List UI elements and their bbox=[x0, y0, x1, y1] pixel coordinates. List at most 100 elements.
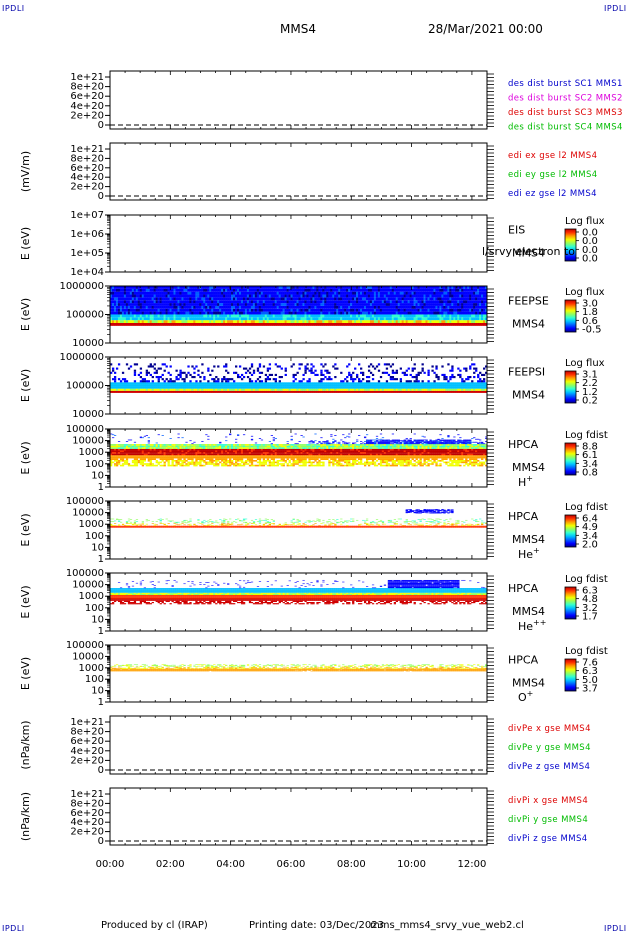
spectrogram-cell bbox=[250, 311, 254, 315]
spectrogram-cell bbox=[397, 297, 400, 301]
spectrogram-cell bbox=[240, 317, 244, 321]
spectrogram-cell bbox=[145, 450, 148, 453]
spectrogram-cell bbox=[260, 320, 264, 323]
spectrogram-cell bbox=[280, 390, 283, 393]
spectrogram-cell bbox=[169, 288, 172, 292]
spectrogram-cell bbox=[459, 322, 462, 326]
spectrogram-cell bbox=[461, 384, 464, 387]
spectrogram-cell bbox=[395, 371, 399, 374]
spectrogram-cell bbox=[153, 447, 156, 449]
spectrogram-cell bbox=[248, 286, 252, 289]
spectrogram-cell bbox=[401, 390, 404, 393]
spectrogram-cell bbox=[169, 320, 172, 323]
spectrogram-cell bbox=[397, 322, 400, 326]
spectrogram-cell bbox=[302, 294, 305, 298]
spectrogram-cell bbox=[320, 384, 323, 387]
spectrogram-cell bbox=[266, 294, 270, 298]
spectrogram-cell bbox=[280, 308, 283, 312]
spectrogram-cell bbox=[395, 294, 399, 298]
spectrogram-cell bbox=[300, 314, 303, 318]
spectrogram-cell bbox=[127, 297, 131, 301]
spectrogram-cell bbox=[157, 375, 160, 379]
spectrogram-cell bbox=[449, 294, 452, 298]
spectrogram-cell bbox=[121, 447, 125, 449]
spectrogram-cell bbox=[469, 308, 472, 312]
panel-frame bbox=[109, 285, 488, 344]
panel-background bbox=[110, 143, 487, 200]
spectrogram-cell bbox=[133, 388, 137, 391]
spectrogram-cell bbox=[330, 303, 333, 306]
spectrogram-cell bbox=[219, 297, 222, 301]
spectrogram-cell bbox=[477, 300, 480, 304]
spectrogram-cell bbox=[403, 308, 406, 312]
spectrogram-cell bbox=[425, 288, 428, 292]
spectrogram-cell bbox=[133, 382, 137, 385]
spectrogram-cell bbox=[278, 322, 281, 326]
spectrogram-cell bbox=[401, 311, 404, 315]
spectrogram-cell bbox=[395, 288, 399, 292]
spectrogram-cell bbox=[282, 390, 285, 393]
spectrogram-cell bbox=[268, 363, 272, 366]
spectrogram-cell bbox=[229, 291, 232, 295]
spectrogram-cell bbox=[356, 297, 359, 301]
spectrogram-cell bbox=[292, 388, 295, 391]
spectrogram-cell bbox=[115, 311, 119, 315]
spectrogram-cell bbox=[328, 382, 331, 385]
spectrogram-cell bbox=[260, 322, 264, 326]
spectrogram-cell bbox=[389, 297, 393, 301]
spectrogram-cell bbox=[165, 450, 168, 453]
spectrogram-cell bbox=[205, 288, 208, 292]
spectrogram-cell bbox=[429, 286, 432, 289]
spectrogram-cell bbox=[306, 367, 309, 370]
spectrogram-cell bbox=[367, 380, 371, 383]
spectrogram-cell bbox=[159, 297, 162, 301]
spectrogram-cell bbox=[173, 288, 176, 292]
spectrogram-cell bbox=[363, 297, 367, 301]
spectrogram-cell bbox=[457, 373, 460, 376]
spectrogram-cell bbox=[141, 390, 145, 393]
spectrogram-cell bbox=[381, 388, 385, 391]
spectrogram-cell bbox=[377, 303, 381, 306]
spectrogram-cell bbox=[481, 384, 484, 387]
spectrogram-cell bbox=[288, 294, 291, 298]
spectrogram-cell bbox=[119, 317, 123, 321]
spectrogram-cell bbox=[308, 300, 311, 304]
spectrogram-cell bbox=[221, 311, 224, 315]
spectrogram-cell bbox=[463, 286, 466, 289]
spectrogram-cell bbox=[403, 305, 406, 309]
spectrogram-cell bbox=[244, 386, 248, 389]
spectrogram-cell bbox=[425, 297, 428, 301]
spectrogram-cell bbox=[111, 288, 115, 292]
spectrogram-cell bbox=[235, 288, 238, 292]
spectrogram-cell bbox=[455, 288, 458, 292]
spectrogram-cell bbox=[242, 305, 246, 309]
spectrogram-cell bbox=[350, 384, 353, 387]
spectrogram-cell bbox=[139, 286, 143, 289]
spectrogram-cell bbox=[435, 308, 438, 312]
spectrogram-cell bbox=[248, 390, 252, 393]
spectrogram-cell bbox=[117, 384, 121, 387]
spectrogram-cell bbox=[322, 291, 325, 295]
spectrogram-cell bbox=[342, 305, 345, 309]
spectrogram-cell bbox=[455, 320, 458, 323]
spectrogram-cell bbox=[435, 384, 438, 387]
spectrogram-cell bbox=[131, 445, 135, 448]
spectrogram-cell bbox=[304, 371, 307, 374]
spectrogram-cell bbox=[445, 308, 448, 312]
spectrogram-cell bbox=[320, 311, 323, 315]
spectrogram-cell bbox=[163, 445, 166, 448]
spectrogram-cell bbox=[236, 384, 240, 387]
spectrogram-cell bbox=[145, 452, 148, 454]
spectrogram-cell bbox=[215, 314, 218, 318]
spectrogram-cell bbox=[115, 320, 119, 323]
spectrogram-cell bbox=[262, 390, 266, 393]
spectrogram-cell bbox=[342, 390, 345, 393]
spectrogram-cell bbox=[375, 288, 379, 292]
spectrogram-cell bbox=[179, 286, 182, 289]
panel-frame bbox=[109, 214, 488, 273]
spectrogram-cell bbox=[183, 297, 186, 301]
spectrogram-cell bbox=[326, 382, 329, 385]
spectrogram-cell bbox=[238, 384, 242, 387]
spectrogram-cell bbox=[161, 286, 164, 289]
spectrogram-cell bbox=[264, 303, 268, 306]
